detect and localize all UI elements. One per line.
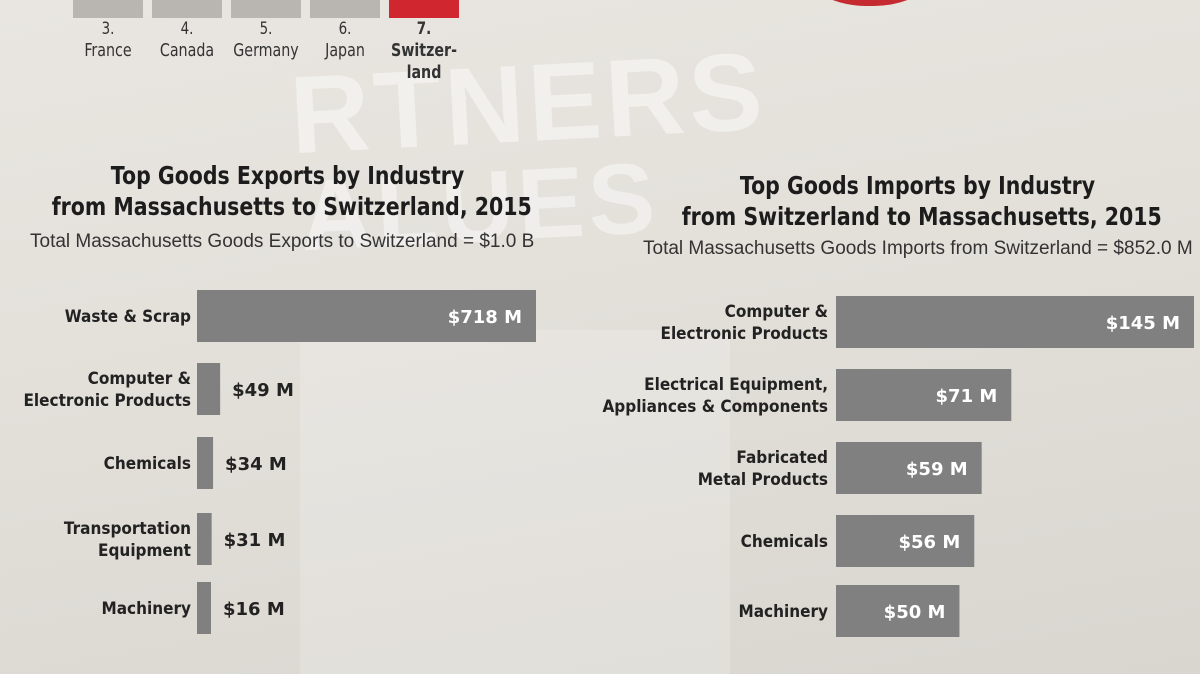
exports-category-label: Chemicals [104,453,191,473]
imports-category-label: Machinery [739,601,829,621]
exports-category-label: Computer & [88,368,191,388]
ranking-country: Japan [325,40,365,61]
ranking-country: land [406,62,442,83]
imports-category-label: Electronic Products [661,323,828,343]
exports-bar [197,582,211,634]
ranking-item: 5. Germany [222,18,310,62]
exports-bar [197,363,221,415]
imports-category-label: Chemicals [741,531,828,551]
ranking-country: France [84,40,132,61]
exports-category-label: Machinery [102,598,192,618]
ranking-item: 7. Switzer-land [380,18,468,84]
imports-category-label: Appliances & Components [602,396,828,416]
ranking-country: Germany [233,40,299,61]
ranking-country: Canada [159,40,215,61]
imports-title-line2: from Switzerland to Massachusetts, 2015 [681,202,1162,231]
exports-bar [197,290,536,342]
exports-value-label: $49 M [232,380,294,401]
exports-value-label: $16 M [223,599,285,620]
imports-bar [836,369,1012,421]
ranking-country: Switzer- [390,40,458,61]
ranking-number: 4. [180,19,194,39]
imports-value-label: $59 M [906,459,968,480]
exports-value-label: $718 M [448,307,522,328]
ranking-number: 3. [101,19,115,39]
ranking-item: 4. Canada [143,18,231,62]
exports-bar [197,513,212,565]
imports-value-label: $71 M [936,386,998,407]
imports-chart-title: Top Goods Imports by Industry from Switz… [681,170,1162,232]
exports-value-label: $34 M [225,454,287,475]
imports-value-label: $56 M [898,532,960,553]
ranking-number: 7. [416,19,432,39]
ranking-bar [231,0,301,18]
imports-title-line1: Top Goods Imports by Industry [739,171,1096,200]
exports-title-line1: Top Goods Exports by Industry [110,161,465,190]
ranking-strip: 3. France 4. Canada 5. Germany 6. Japan 7. Switze… [0,0,1200,110]
exports-category-label: Equipment [98,540,191,560]
ranking-number: 6. [338,19,352,39]
ranking-item: 6. Japan [301,18,389,62]
ranking-bar [73,0,143,18]
imports-category-label: Metal Products [698,469,828,489]
imports-value-label: $50 M [884,602,946,623]
ranking-bar [310,0,380,18]
ranking-bar-highlight [389,0,459,18]
exports-category-label: Transportation [64,518,191,538]
exports-category-label: Electronic Products [24,390,191,410]
exports-category-label: Waste & Scrap [65,306,191,326]
imports-bar [836,296,1194,348]
ranking-bar [152,0,222,18]
ranking-number: 5. [259,19,273,39]
background-panel [300,330,730,674]
imports-bar [836,515,975,567]
imports-category-label: Fabricated [736,447,828,467]
imports-bar [836,585,960,637]
exports-chart-title: Top Goods Exports by Industry from Massa… [51,160,532,222]
imports-category-label: Computer & [725,301,828,321]
imports-value-label: $145 M [1106,313,1180,334]
exports-bar [197,437,214,489]
red-circle-graphic [770,0,970,6]
imports-chart-subtitle: Total Massachusetts Goods Imports from S… [643,238,1193,259]
imports-bar [836,442,982,494]
imports-category-label: Electrical Equipment, [644,374,828,394]
exports-title-line2: from Massachusetts to Switzerland, 2015 [51,192,532,221]
exports-value-label: $31 M [224,530,286,551]
ranking-item: 3. France [64,18,152,62]
exports-chart-subtitle: Total Massachusetts Goods Exports to Swi… [30,231,535,252]
